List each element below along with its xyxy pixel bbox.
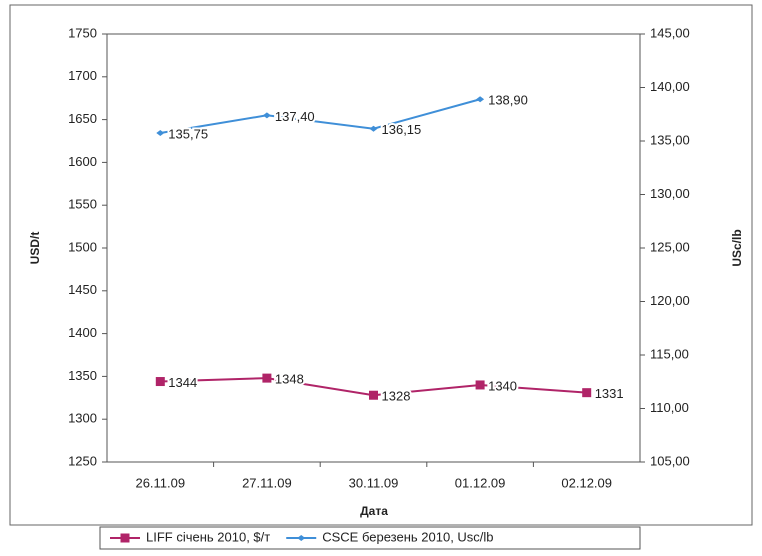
y-tick-label: 1450 — [68, 282, 97, 297]
data-label: 1340 — [488, 378, 517, 393]
data-label: 137,40 — [275, 109, 315, 124]
marker — [120, 533, 130, 543]
y2-axis-title: USc/lb — [730, 229, 744, 266]
marker — [156, 129, 165, 136]
marker — [582, 388, 592, 398]
data-label: 138,90 — [488, 93, 528, 108]
x-tick-label: 02.12.09 — [561, 475, 612, 490]
y2-tick-label: 115,00 — [650, 346, 689, 361]
y-tick-label: 1350 — [68, 368, 97, 383]
y2-tick-label: 145,00 — [650, 25, 690, 40]
y-tick-label: 1550 — [68, 197, 97, 212]
legend-box — [99, 526, 641, 550]
series-line — [160, 98, 481, 134]
y2-tick-label: 120,00 — [650, 293, 690, 308]
y-tick-label: 1650 — [68, 111, 97, 126]
data-label: 1344 — [168, 375, 197, 390]
y-axis-title: USD/t — [28, 232, 42, 265]
y2-tick-label: 135,00 — [650, 132, 690, 147]
marker — [297, 535, 306, 541]
y-tick-label: 1750 — [68, 25, 97, 40]
marker — [369, 390, 378, 400]
y2-tick-label: 140,00 — [650, 79, 690, 94]
y-tick-label: 1600 — [68, 154, 97, 169]
marker — [475, 380, 485, 390]
legend-label: LIFF січень 2010, $/т — [146, 529, 270, 544]
marker — [476, 96, 485, 103]
marker — [155, 377, 165, 387]
data-label: 135,75 — [168, 126, 208, 141]
data-label: 1328 — [382, 389, 411, 404]
marker — [262, 373, 272, 383]
y-tick-label: 1300 — [68, 411, 97, 426]
x-tick-label: 27.11.09 — [242, 475, 292, 490]
data-label: 136,15 — [382, 122, 422, 137]
y2-tick-label: 130,00 — [650, 186, 690, 201]
y2-tick-label: 110,00 — [650, 400, 689, 415]
y-tick-label: 1700 — [68, 68, 97, 83]
marker — [262, 112, 271, 119]
y-tick-label: 1500 — [68, 239, 97, 254]
data-label: 1348 — [275, 372, 304, 387]
chart-frame — [9, 4, 753, 526]
x-tick-label: 30.11.09 — [349, 475, 399, 490]
y-tick-label: 1400 — [68, 325, 97, 340]
y2-tick-label: 105,00 — [650, 453, 690, 468]
data-label: 1331 — [595, 386, 624, 401]
x-axis-title: Дата — [360, 504, 388, 518]
legend-label: CSCE березень 2010, Usc/lb — [322, 529, 493, 544]
x-tick-label: 01.12.09 — [455, 475, 506, 490]
marker — [369, 125, 378, 132]
y-tick-label: 1250 — [68, 453, 97, 468]
y2-tick-label: 125,00 — [650, 239, 690, 254]
x-tick-label: 26.11.09 — [135, 475, 185, 490]
